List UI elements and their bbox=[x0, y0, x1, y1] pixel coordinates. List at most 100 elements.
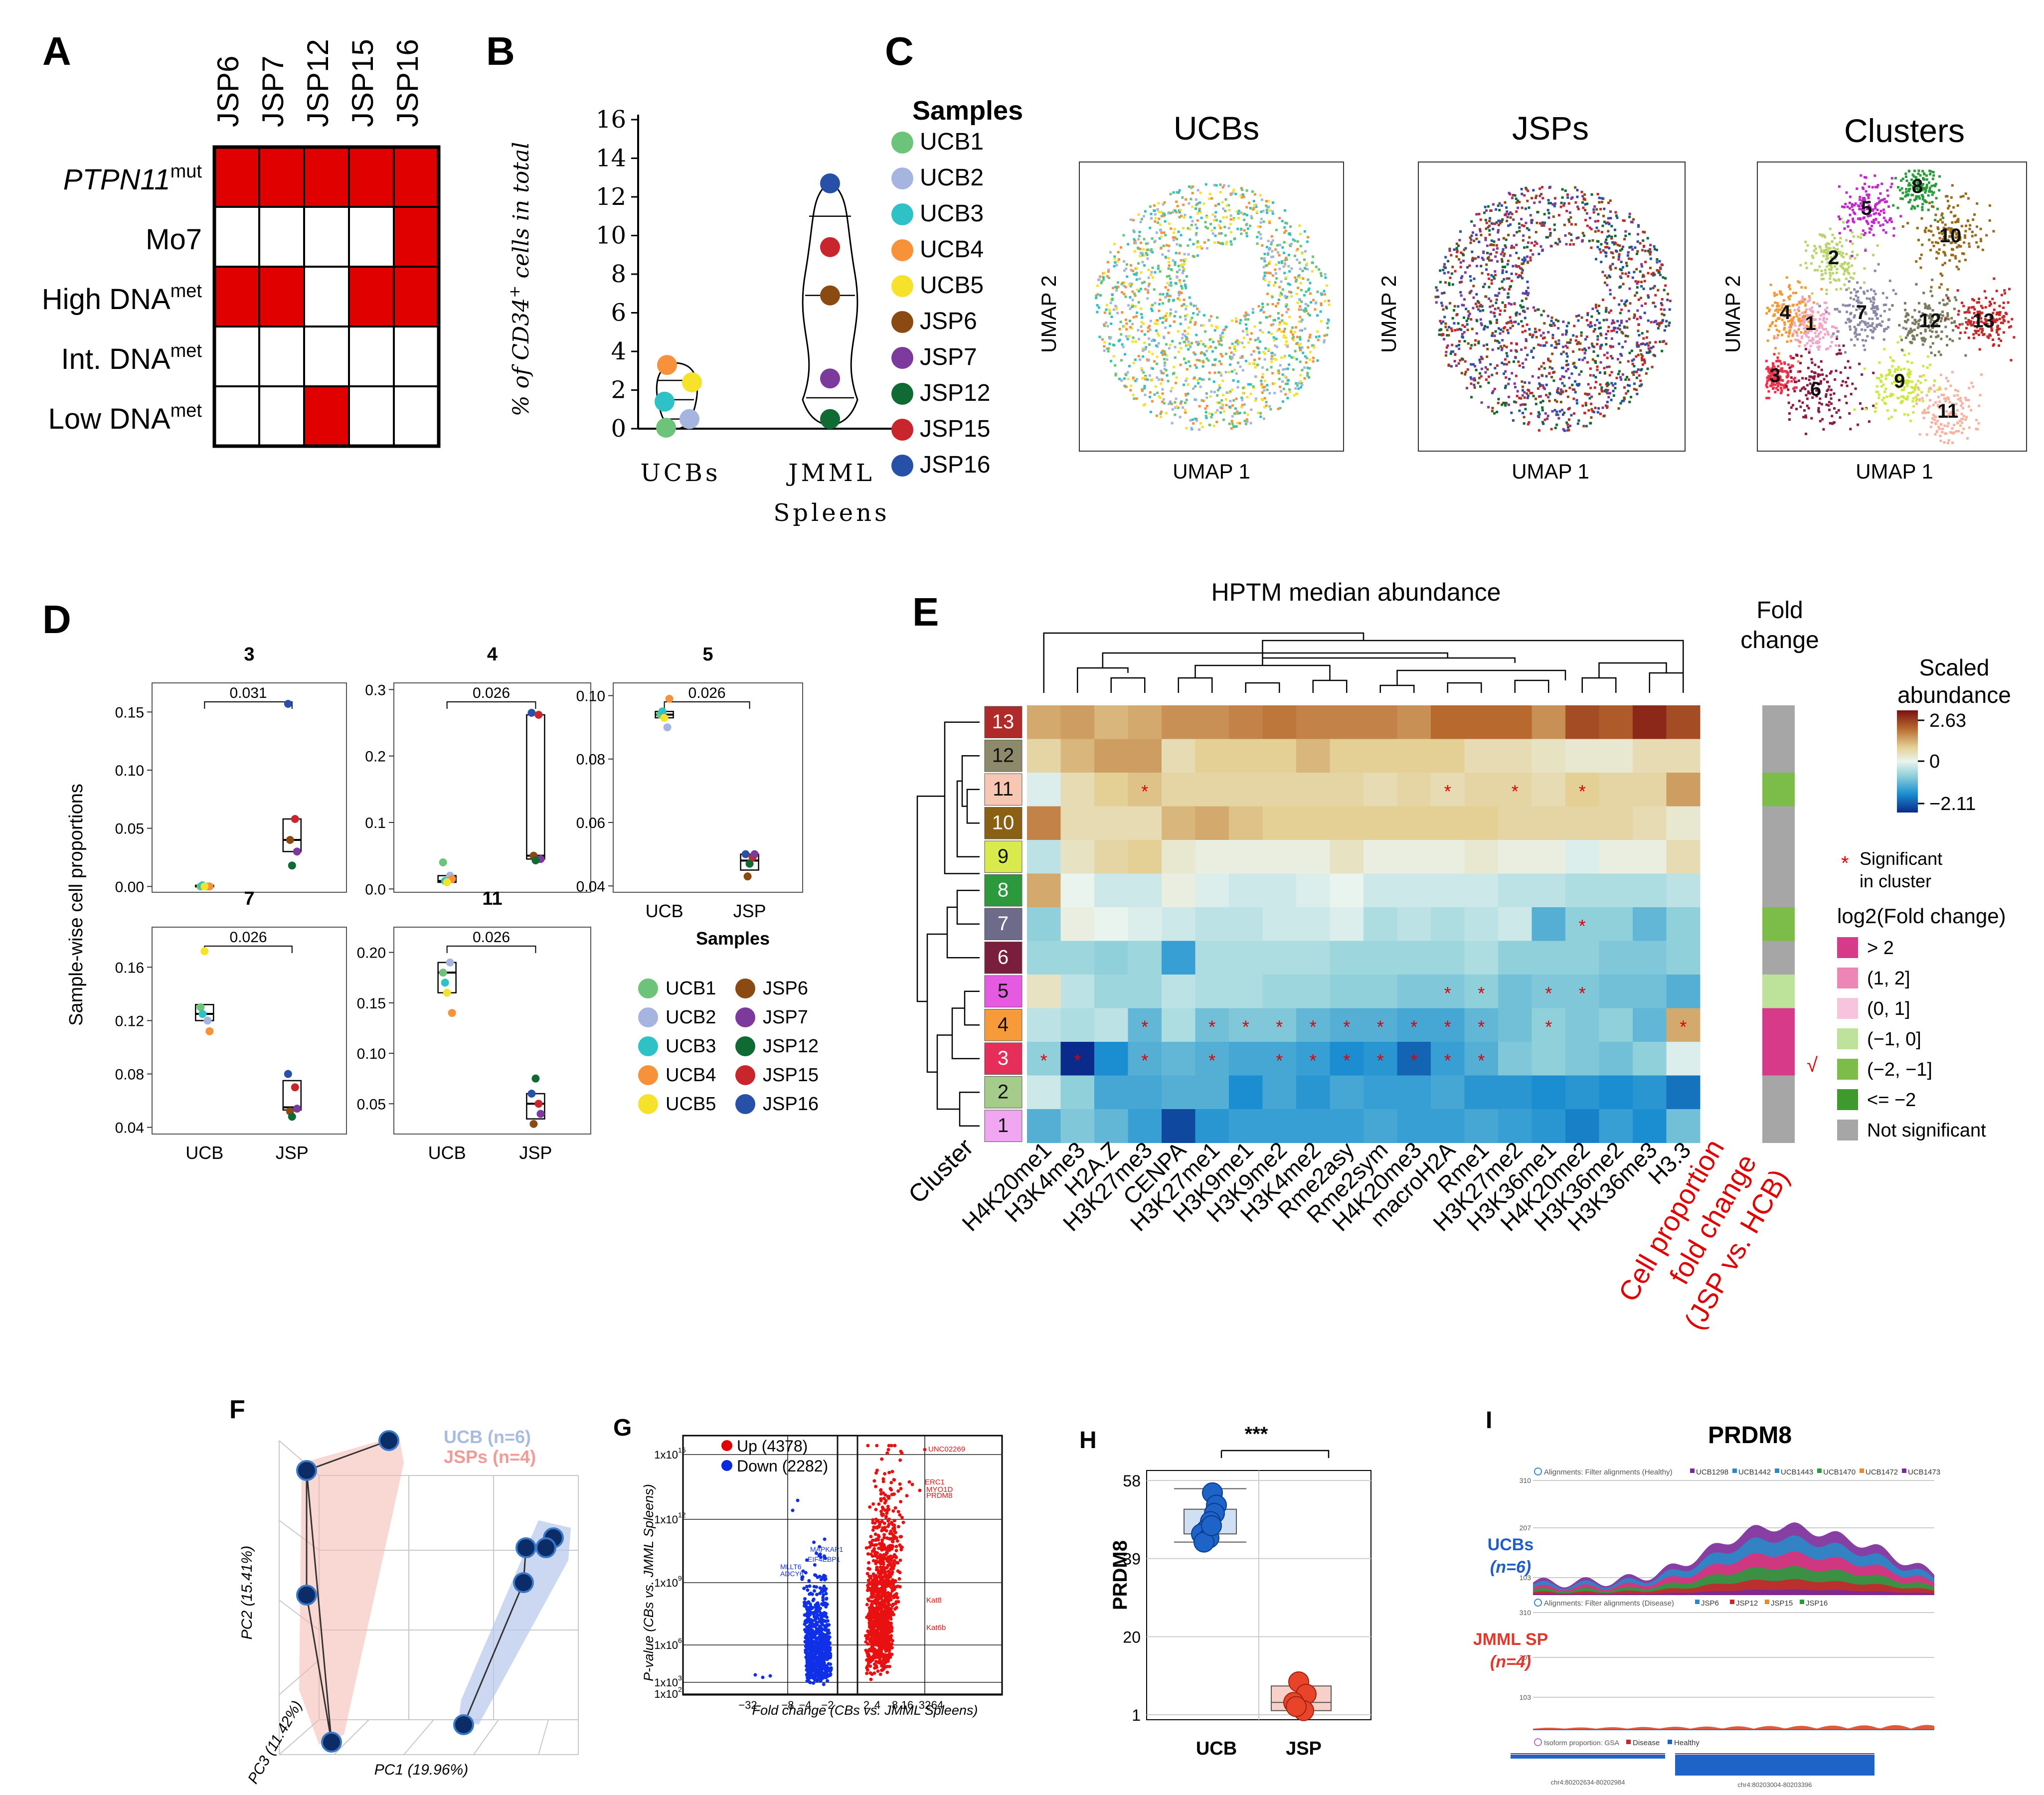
c-umap-dot bbox=[1490, 311, 1493, 314]
c-umap-dot bbox=[1473, 377, 1476, 380]
c-umap-dot bbox=[1654, 320, 1657, 323]
c-cluster-dot-5 bbox=[1856, 187, 1859, 190]
c-umap-dot bbox=[1509, 285, 1512, 288]
c-cluster-dot-12 bbox=[1928, 315, 1931, 318]
c-umap-dot bbox=[1159, 229, 1162, 232]
c-cluster-dot-6 bbox=[1811, 396, 1814, 399]
c-cluster-dot-11 bbox=[1945, 376, 1948, 379]
c-cluster-dot-11 bbox=[1966, 437, 1969, 440]
c-cluster-dot-9 bbox=[1899, 368, 1902, 371]
c-cluster-dot-13 bbox=[1995, 313, 1998, 316]
c-umap-dot bbox=[1647, 294, 1650, 297]
c-umap-dot bbox=[1174, 282, 1177, 285]
c-umap-dot bbox=[1234, 407, 1237, 410]
c-umap-frame-1 bbox=[1418, 162, 1686, 452]
c-cluster-dot-12 bbox=[1942, 299, 1945, 302]
c-cluster-dot-8 bbox=[1919, 174, 1922, 177]
c-cluster-dot-9 bbox=[1911, 400, 1914, 403]
c-umap-dot bbox=[1266, 316, 1269, 319]
c-cluster-dot-7 bbox=[1853, 314, 1856, 317]
c-umap-dot bbox=[1598, 322, 1601, 325]
c-umap-dot bbox=[1327, 320, 1330, 323]
c-umap-dot bbox=[1240, 227, 1243, 230]
c-cluster-dot-12 bbox=[1940, 317, 1943, 320]
c-cluster-dot-5 bbox=[1863, 208, 1866, 211]
c-cluster-dot-2 bbox=[1843, 268, 1846, 271]
c-cluster-dot-4 bbox=[1804, 330, 1807, 333]
c-umap-dot bbox=[1450, 350, 1453, 353]
c-umap-dot bbox=[1507, 213, 1510, 216]
c-cluster-dot-9 bbox=[1900, 381, 1903, 384]
c-cluster-dot-3 bbox=[1783, 386, 1786, 389]
c-umap-dot bbox=[1107, 350, 1110, 353]
c-umap-dot bbox=[1487, 406, 1490, 409]
c-umap-dot bbox=[1188, 360, 1191, 363]
c-umap-dot bbox=[1455, 344, 1458, 347]
c-umap-dot bbox=[1578, 358, 1581, 361]
c-umap-dot bbox=[1649, 248, 1652, 251]
c-cluster-dot-9 bbox=[1912, 387, 1915, 390]
c-cluster-dot-6 bbox=[1799, 361, 1802, 364]
c-cluster-dot-12 bbox=[1931, 309, 1934, 312]
c-cluster-dot-6 bbox=[1837, 352, 1840, 355]
c-umap-dot bbox=[1632, 358, 1635, 361]
c-umap-dot bbox=[1154, 217, 1157, 220]
c-umap-dot bbox=[1164, 317, 1167, 320]
c-cluster-dot-10 bbox=[1959, 245, 1962, 248]
c-cluster-dot-7 bbox=[1877, 263, 1880, 266]
c-cluster-dot-5 bbox=[1878, 213, 1881, 216]
c-umap-dot bbox=[1641, 275, 1644, 278]
c-umap-dot bbox=[1548, 372, 1551, 375]
c-cluster-dot-2 bbox=[1824, 269, 1827, 272]
c-umap-dot bbox=[1504, 401, 1507, 404]
c-umap-dot bbox=[1496, 247, 1499, 250]
c-cluster-dot-1 bbox=[1800, 323, 1803, 326]
c-cluster-dot-5 bbox=[1866, 193, 1869, 196]
c-umap-dot bbox=[1621, 332, 1624, 335]
c-cluster-dot-2 bbox=[1839, 251, 1842, 254]
c-umap-dot bbox=[1170, 390, 1173, 393]
c-umap-dot bbox=[1206, 247, 1209, 250]
c-cluster-dot-5 bbox=[1880, 182, 1883, 185]
c-umap-dot bbox=[1515, 197, 1518, 200]
c-umap-dot bbox=[1445, 307, 1448, 310]
c-umap-dot bbox=[1182, 203, 1185, 206]
c-umap-dot bbox=[1533, 346, 1535, 349]
c-umap-dot bbox=[1271, 239, 1274, 242]
c-umap-dot bbox=[1175, 397, 1178, 400]
c-umap-dot bbox=[1644, 261, 1647, 264]
c-umap-dot bbox=[1232, 217, 1235, 220]
c-umap-dot bbox=[1161, 400, 1164, 403]
c-umap-dot bbox=[1475, 293, 1478, 296]
c-cluster-dot-3 bbox=[1795, 386, 1798, 389]
c-cluster-dot-4 bbox=[1785, 331, 1788, 334]
c-umap-dot bbox=[1652, 287, 1655, 290]
c-umap-dot bbox=[1573, 365, 1576, 368]
c-umap-dot bbox=[1159, 270, 1162, 273]
c-cluster-dot-5 bbox=[1877, 197, 1880, 200]
c-cluster-dot-10 bbox=[1976, 202, 1979, 205]
c-umap-dot bbox=[1459, 266, 1462, 269]
c-umap-dot bbox=[1205, 396, 1208, 399]
c-umap-dot bbox=[1450, 254, 1453, 257]
c-umap-dot bbox=[1663, 289, 1666, 292]
c-umap-dot bbox=[1581, 404, 1584, 407]
c-umap-dot bbox=[1296, 248, 1299, 251]
c-umap-dot bbox=[1577, 319, 1580, 322]
c-cluster-dot-2 bbox=[1860, 233, 1863, 236]
c-umap-dot bbox=[1198, 209, 1201, 212]
c-umap-dot bbox=[1192, 351, 1195, 354]
c-umap-dot bbox=[1282, 330, 1285, 333]
c-umap-dot bbox=[1445, 306, 1448, 309]
c-cluster-dot-10 bbox=[1943, 229, 1946, 232]
c-cluster-dot-4 bbox=[1797, 317, 1800, 320]
c-cluster-dot-11 bbox=[1957, 398, 1960, 401]
c-cluster-dot-4 bbox=[1783, 323, 1786, 326]
c-umap-dot bbox=[1231, 342, 1234, 345]
c-umap-dot bbox=[1267, 239, 1270, 242]
c-cluster-dot-9 bbox=[1906, 379, 1909, 382]
b-ylabel-sup: + bbox=[506, 286, 523, 298]
c-cluster-dot-5 bbox=[1868, 185, 1871, 188]
c-legend-dot-UCB1 bbox=[891, 132, 913, 154]
c-umap-dot bbox=[1144, 347, 1147, 350]
